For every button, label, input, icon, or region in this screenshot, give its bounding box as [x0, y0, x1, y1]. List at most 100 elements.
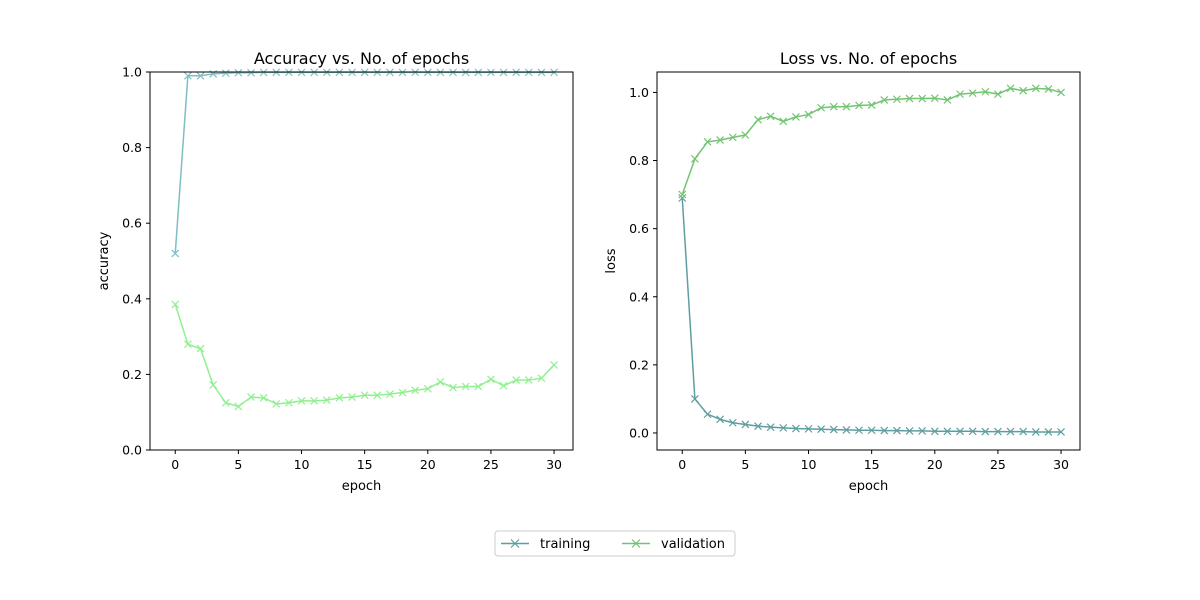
data-point-validation [829, 102, 838, 111]
data-point-validation [1044, 85, 1053, 93]
data-point-training [842, 425, 851, 434]
x-tick-label: 30 [546, 457, 562, 472]
data-point-training [791, 424, 800, 433]
data-point-validation [348, 393, 356, 402]
y-tick-label: 0.4 [122, 291, 142, 306]
data-point-validation [1031, 84, 1040, 93]
data-point-validation [221, 398, 230, 407]
data-point-validation [690, 154, 699, 163]
data-point-training [867, 426, 876, 435]
legend-entry-training: training [501, 537, 590, 552]
data-point-training [766, 423, 775, 432]
axis-ticks: 0 5 10 15 20 25 30 0.0 0.2 0.4 0.6 0.8 1.0 [629, 85, 1069, 472]
data-point-validation [423, 384, 432, 393]
data-point-training [918, 427, 927, 435]
y-axis-label: accuracy [97, 231, 112, 290]
data-point-training [892, 426, 901, 435]
data-point-validation [703, 137, 712, 146]
data-point-validation [867, 101, 876, 109]
y-tick-label: 0.6 [122, 216, 142, 231]
data-point-training [716, 415, 725, 424]
chart-title: Loss vs. No. of epochs [780, 49, 957, 68]
chart-title: Accuracy vs. No. of epochs [254, 49, 469, 68]
data-point-training [943, 427, 952, 436]
y-tick-label: 1.0 [629, 85, 649, 100]
x-tick-label: 20 [927, 457, 943, 472]
data-point-validation [678, 190, 687, 199]
data-point-training [930, 427, 939, 436]
legend-label: training [540, 537, 590, 552]
data-point-validation [754, 115, 762, 124]
data-point-training [247, 68, 255, 77]
loss-chart: Loss vs. No. of epochs epoch loss 0 5 10 15… [604, 49, 1081, 494]
data-point-validation [716, 136, 725, 145]
data-point-validation [1057, 88, 1065, 97]
data-point-training [183, 71, 192, 80]
data-point-validation [855, 101, 863, 110]
data-point-training [690, 394, 699, 403]
data-point-training [678, 194, 687, 202]
data-point-training [994, 427, 1002, 436]
data-point-validation [804, 110, 813, 119]
y-tick-label: 0.4 [629, 289, 649, 304]
data-point-training [221, 69, 230, 78]
data-point-training [779, 423, 788, 432]
data-point-validation [385, 390, 394, 398]
data-point-validation [335, 393, 344, 402]
data-point-validation [234, 402, 243, 411]
y-tick-label: 1.0 [122, 65, 142, 80]
data-point-validation [436, 378, 445, 386]
data-point-training [855, 426, 863, 435]
legend-label: validation [661, 537, 725, 552]
data-point-validation [956, 90, 964, 99]
data-point-training [905, 427, 914, 435]
data-point-validation [183, 340, 192, 349]
x-tick-label: 10 [294, 457, 310, 472]
data-point-validation [892, 95, 901, 104]
data-point-validation [373, 391, 382, 400]
data-point-validation [741, 131, 750, 139]
y-tick-label: 0.8 [122, 140, 142, 155]
data-point-training [804, 424, 813, 433]
data-point-validation [322, 396, 331, 405]
plot-frame [656, 71, 1081, 451]
data-point-training [1031, 428, 1040, 436]
data-point-validation [512, 376, 521, 384]
data-point-training [880, 426, 889, 435]
data-point-validation [842, 102, 851, 111]
x-tick-label: 20 [420, 457, 436, 472]
data-point-validation [411, 386, 420, 395]
data-point-validation [461, 382, 470, 391]
data-point-validation [994, 90, 1002, 99]
axis-ticks: 0 5 10 15 20 25 30 0.0 0.2 0.4 0.6 0.8 1.0 [122, 65, 562, 473]
data-point-validation [398, 388, 407, 397]
data-point-validation [918, 94, 927, 103]
x-axis-label: epoch [849, 479, 889, 494]
data-point-validation [968, 89, 977, 98]
data-point-validation [728, 133, 737, 142]
legend-box [494, 530, 736, 557]
x-tick-label: 15 [357, 457, 373, 472]
data-point-validation [550, 361, 558, 369]
x-tick-label: 25 [990, 457, 1006, 472]
x-tick-label: 0 [171, 457, 179, 472]
data-point-training [817, 425, 826, 434]
data-point-validation [779, 117, 788, 126]
data-point-validation [537, 374, 546, 383]
data-point-training [1006, 427, 1015, 436]
x-tick-label: 0 [678, 457, 686, 472]
y-axis-label: loss [604, 248, 619, 273]
data-point-training [829, 425, 838, 434]
legend-marker [510, 539, 520, 548]
data-point-validation [360, 391, 369, 400]
data-point-validation [817, 103, 826, 112]
data-point-training [754, 422, 762, 431]
data-point-training [968, 427, 977, 436]
y-tick-label: 0.0 [629, 425, 649, 440]
data-point-validation [930, 94, 939, 103]
data-point-training [234, 68, 243, 77]
data-point-validation [196, 344, 205, 353]
data-point-validation [284, 398, 293, 407]
data-point-training [171, 249, 180, 258]
data-point-validation [880, 96, 889, 104]
